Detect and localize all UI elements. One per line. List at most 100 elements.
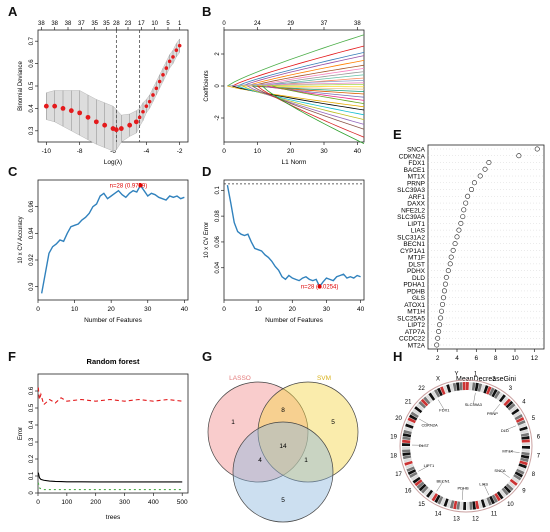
gini-point: [440, 295, 446, 301]
ideogram-band: [449, 383, 454, 392]
x-tick-label: 10: [254, 148, 262, 155]
x-tick-label: 20: [289, 306, 297, 313]
deviance-point: [77, 110, 83, 116]
gene-connector: [438, 399, 445, 411]
ideogram-band: [494, 390, 501, 399]
top-tick-label: 38: [65, 21, 72, 27]
coefficient-path: [232, 82, 365, 87]
error-curve: [37, 482, 183, 491]
gene-label: SLC39A3: [465, 402, 483, 407]
deviance-point: [113, 127, 119, 133]
top-tick-label: 35: [91, 21, 98, 27]
chromosome-label: 18: [390, 454, 397, 460]
y-tick-label: 0.1: [29, 471, 35, 480]
ideogram-band: [412, 476, 421, 484]
venn-region-count: 1: [304, 457, 308, 464]
ideogram-band: [512, 411, 522, 418]
gene-connector: [499, 470, 510, 478]
x-tick-label: 200: [90, 499, 101, 506]
y-axis-label: Binomial Deviance: [18, 60, 24, 110]
ideogram-band: [516, 468, 525, 475]
gini-point: [456, 227, 462, 233]
gene-label: ATOX1: [404, 302, 425, 309]
ideogram-band: [402, 452, 411, 457]
gene-label: SLC25A5: [397, 315, 425, 322]
gene-label: FDX1: [408, 160, 425, 167]
gene-label: MT1H: [407, 309, 425, 316]
ideogram-band: [463, 501, 466, 510]
panel-label-d: D: [202, 164, 212, 179]
gini-point: [534, 146, 540, 152]
x-tick-label: -2: [177, 148, 183, 155]
deviance-point: [154, 86, 159, 91]
coefficient-path: [232, 45, 365, 87]
ideogram-band: [408, 414, 418, 421]
ideogram-band: [486, 497, 493, 506]
plot-frame: [427, 144, 545, 350]
x-tick-label: 20: [108, 306, 116, 313]
ideogram-band: [521, 451, 530, 456]
ideogram-band: [521, 448, 530, 453]
gini-point: [461, 207, 467, 213]
y-tick-label: 0.96: [29, 200, 35, 212]
deviance-point: [174, 48, 179, 52]
ideogram-band: [511, 408, 520, 416]
ideogram-band: [405, 463, 414, 469]
chromosome-label: X: [436, 377, 440, 383]
ideogram-band: [418, 401, 427, 409]
gene-label: PDHA1: [403, 282, 425, 289]
ideogram-band: [503, 398, 511, 407]
ideogram-band: [471, 382, 476, 391]
ideogram-band: [469, 501, 473, 510]
panel-label-g: G: [202, 349, 213, 364]
y-tick-label: 0.6: [29, 59, 35, 68]
y-tick-label: 0: [215, 84, 221, 88]
y-tick-label: 0.04: [215, 261, 221, 273]
ideogram-band: [409, 471, 418, 478]
gini-point: [471, 180, 477, 186]
x-tick-label: 0: [36, 306, 40, 313]
gene-label: BECN1: [436, 479, 450, 484]
coefficient-path: [242, 85, 365, 120]
x-tick-label: 10: [511, 355, 519, 362]
ideogram-band: [452, 382, 457, 392]
gini-point: [441, 288, 447, 294]
deviance-point: [171, 55, 175, 59]
y-tick-label: 0.94: [29, 227, 35, 239]
top-tick-label: 28: [113, 21, 120, 27]
ideogram-band: [462, 382, 466, 391]
gene-label: PRNP: [407, 180, 425, 187]
ideogram-band: [488, 387, 495, 396]
ideogram-band: [518, 423, 527, 429]
top-tick-label: 29: [287, 21, 294, 27]
ideogram-band: [494, 492, 501, 502]
chart-c-cv-accuracy: 0 10 20 30 40 0.9 0.92 0.94 0.96 Number of Featur…: [18, 179, 189, 324]
deviance-point: [164, 66, 169, 70]
top-tick-label: 38: [51, 21, 58, 27]
gene-label: CYP1A1: [400, 248, 425, 255]
venn-set-label: SVM: [317, 375, 331, 382]
ideogram-band: [403, 429, 412, 435]
ideogram-band: [425, 394, 433, 403]
gini-point: [439, 301, 445, 307]
gene-label: DLST: [419, 443, 430, 448]
ideogram-band: [443, 498, 449, 507]
ideogram-band: [475, 500, 480, 510]
x-tick-label: -8: [77, 148, 83, 155]
top-tick-label: 35: [103, 21, 110, 27]
ideogram-band: [513, 474, 522, 481]
y-tick-label: 0.9: [29, 282, 35, 291]
x-tick-label: 40: [357, 306, 365, 313]
ideogram-band: [514, 414, 523, 421]
x-axis-label: Number of Features: [84, 317, 143, 324]
top-tick-label: 0: [222, 21, 226, 27]
chart-d-cv-error: 0 10 20 30 40 0.04 0.06 0.08 0.1 Number of Featur…: [204, 179, 365, 324]
y-axis-label: Coefficients: [204, 70, 210, 101]
ideogram-band: [519, 426, 528, 432]
ideogram-band: [402, 449, 411, 453]
ideogram-band: [443, 385, 449, 394]
top-tick-label: 37: [78, 21, 85, 27]
ideogram-band: [466, 501, 470, 510]
ideogram-band: [412, 408, 421, 416]
ideogram-band: [483, 385, 489, 394]
